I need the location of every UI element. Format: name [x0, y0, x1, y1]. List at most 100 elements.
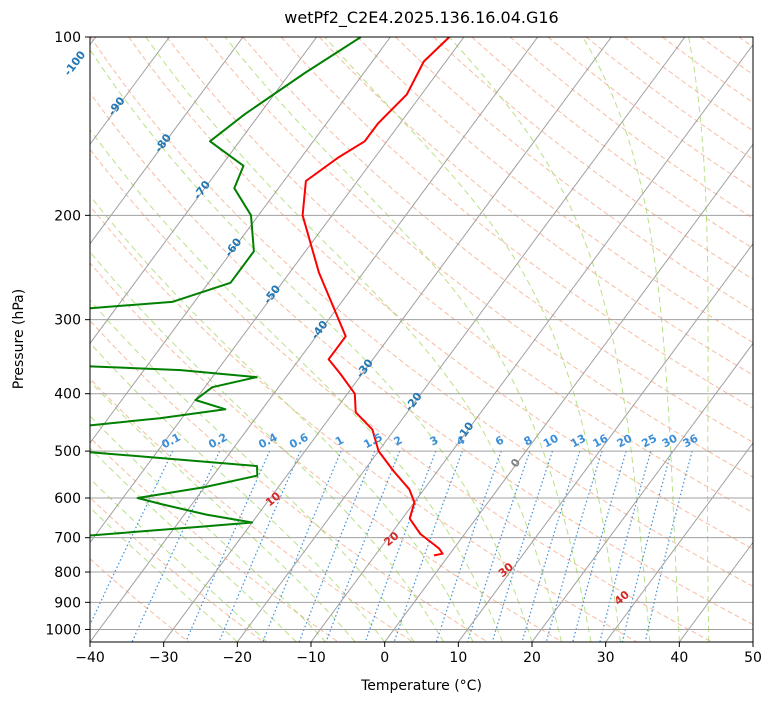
isotherm-line: [0, 37, 22, 642]
mixing-ratio-line: [218, 450, 302, 642]
isotherm-line: [90, 37, 318, 345]
moist-adiabat-line: [90, 506, 238, 642]
mixing-ratio-line: [364, 450, 437, 642]
x-tick-label: 20: [523, 650, 541, 666]
x-tick-label: 10: [449, 650, 467, 666]
isotherm-line: [90, 37, 244, 245]
y-tick-label: 700: [54, 531, 81, 547]
mixing-ratio-line: [262, 450, 342, 642]
mixing-ratio-line: [298, 450, 376, 642]
mixing-ratio-label: 3: [428, 433, 441, 448]
isotherm-label: -100: [61, 48, 88, 78]
dry-adiabat-line: [90, 436, 339, 642]
isotherm-line: [90, 37, 465, 544]
mixing-ratio-label: 1: [333, 433, 346, 448]
moist-adiabat-line: [448, 37, 651, 642]
dry-adiabat-line: [128, 37, 753, 550]
isotherm-line: [163, 37, 612, 642]
isotherm-line: [605, 442, 753, 642]
moist-adiabat-line: [224, 37, 592, 642]
moist-adiabat-line: [90, 251, 445, 642]
isotherm-line: [310, 43, 753, 642]
x-tick-label: −30: [149, 650, 179, 666]
axes: −40 −30 −20 −10 0 10 20 30 40 50 100 200 300 400 500 60…: [45, 30, 762, 666]
mixing-ratio-label: 2: [392, 433, 405, 448]
dry-adiabat-label: 20: [382, 529, 402, 549]
moist-adiabat-line: [90, 380, 356, 642]
mixing-ratio-line: [435, 450, 502, 642]
mixing-ratio-line: [599, 450, 652, 642]
dry-adiabat-line: [471, 37, 753, 250]
isotherm-line: [90, 37, 391, 444]
moist-adiabat-line: [90, 194, 474, 642]
mixing-ratio-line: [545, 450, 603, 642]
mixing-ratio-label: 1.5: [361, 431, 384, 452]
x-tick-label: −20: [223, 650, 253, 666]
moist-adiabat-line: [90, 415, 327, 642]
moist-adiabat-line: [90, 342, 386, 642]
dry-adiabat-line: [318, 37, 753, 376]
isotherm-line: [384, 143, 753, 642]
mixing-ratio-line: [325, 450, 401, 642]
plot-frame: [89, 36, 754, 643]
isotherm-line: [752, 641, 753, 642]
moist-adiabat-line: [90, 299, 415, 642]
isotherm-line: [531, 342, 753, 642]
dry-adiabat-line: [90, 319, 488, 642]
y-tick-label: 200: [54, 208, 81, 224]
mixing-ratio-label: 8: [522, 433, 535, 448]
y-tick-label: 300: [54, 313, 81, 329]
dry-adiabat-line: [90, 496, 264, 642]
grid: [0, 37, 753, 642]
mixing-ratio-label: 13: [568, 432, 588, 451]
x-tick-label: 50: [744, 650, 762, 666]
background-lines: [90, 37, 753, 642]
moist-adiabat-line: [90, 128, 503, 642]
isotherm-line: [90, 37, 170, 146]
moist-adiabat-line: [90, 447, 297, 642]
mixing-ratio-line: [185, 450, 271, 642]
moist-adiabat-line: [688, 37, 710, 642]
isotherm-line: [236, 37, 686, 642]
dry-adiabat-line: [547, 37, 753, 190]
mixing-ratio-label: 16: [591, 432, 611, 451]
moist-adiabat-line: [90, 48, 533, 642]
isotherm-line: [90, 37, 539, 642]
moist-adiabat-line: [324, 37, 621, 642]
dry-adiabat-line: [357, 37, 753, 344]
mixing-ratio-line: [521, 450, 581, 642]
dry-adiabat-line: [90, 148, 712, 642]
mixing-ratio-line: [393, 450, 463, 642]
mixing-ratio-label: 0.2: [206, 431, 229, 452]
isotherm-line: [457, 242, 753, 642]
moist-adiabat-line: [582, 37, 680, 642]
dry-adiabat-line: [700, 37, 753, 76]
moist-adiabat-line: [145, 37, 562, 642]
x-tick-label: −10: [296, 650, 326, 666]
mixing-ratio-line: [90, 450, 174, 626]
dewpoint-profile-line: [90, 37, 362, 537]
x-tick-label: −40: [75, 650, 105, 666]
dry-adiabat-label: 40: [612, 588, 632, 608]
mixing-ratio-line: [466, 450, 531, 642]
dry-adiabat-line: [395, 37, 753, 312]
mixing-ratio-label: 20: [615, 432, 635, 451]
mixing-ratio-label: 0.4: [256, 431, 280, 452]
dry-adiabat-line: [90, 262, 563, 642]
moist-adiabat-line: [90, 477, 268, 642]
y-tick-label: 1000: [45, 622, 81, 638]
dry-adiabat-line: [662, 37, 753, 104]
y-tick-label: 800: [54, 565, 81, 581]
y-tick-label: 100: [54, 30, 81, 46]
dry-adiabat-line: [90, 205, 638, 642]
isotherm-line: [90, 37, 97, 46]
mixing-ratio-line: [131, 450, 221, 642]
x-tick-label: 0: [380, 650, 389, 666]
dry-adiabat-line: [509, 37, 753, 219]
y-tick-label: 500: [54, 444, 81, 460]
dry-adiabat-label: 10: [263, 489, 283, 509]
mixing-ratio-label: 30: [660, 432, 680, 451]
profiles: [90, 37, 450, 557]
x-axis-label: Temperature (°C): [361, 678, 482, 694]
